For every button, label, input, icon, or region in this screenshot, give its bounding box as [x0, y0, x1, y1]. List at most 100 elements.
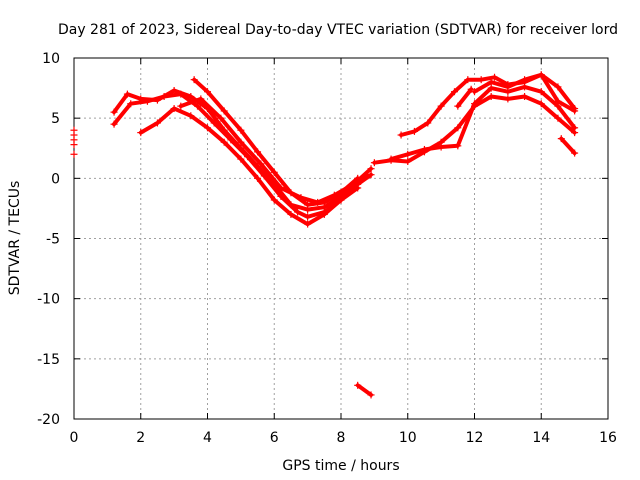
data-point — [437, 102, 445, 110]
data-point — [354, 184, 362, 192]
x-axis-label: GPS time / hours — [282, 458, 399, 474]
data-point — [521, 76, 529, 84]
data-point — [370, 159, 378, 167]
x-tick-label: 6 — [270, 430, 279, 446]
y-tick-label: -15 — [37, 352, 60, 368]
data-point — [487, 84, 495, 92]
data-point — [143, 97, 151, 105]
data-point — [237, 155, 245, 163]
data-series — [70, 71, 579, 399]
data-point — [304, 213, 312, 221]
data-point — [387, 155, 395, 163]
data-point — [254, 174, 262, 182]
series-line — [389, 84, 577, 162]
data-point — [367, 165, 375, 173]
data-point — [314, 198, 322, 206]
data-point — [270, 168, 278, 176]
x-tick-label: 10 — [399, 430, 417, 446]
data-point — [270, 196, 278, 204]
data-point — [170, 86, 178, 94]
data-point — [410, 127, 418, 135]
data-point — [210, 119, 218, 127]
y-axis-label: SDTVAR / TECUs — [7, 181, 23, 296]
data-point — [294, 208, 302, 216]
data-point — [557, 135, 565, 143]
data-point — [454, 124, 462, 132]
data-point — [237, 126, 245, 134]
data-point — [320, 210, 328, 218]
data-point — [537, 100, 545, 108]
data-point — [254, 148, 262, 156]
data-point — [137, 129, 145, 137]
data-point — [437, 143, 445, 151]
grid — [74, 58, 608, 419]
data-point — [367, 391, 375, 399]
data-point — [467, 85, 475, 93]
data-point — [491, 73, 499, 81]
data-point — [237, 138, 245, 146]
data-point — [220, 107, 228, 115]
data-point — [70, 136, 78, 144]
x-tick-labels: 0 2 4 6 8 10 12 14 16 — [70, 430, 617, 446]
y-tick-label: 0 — [51, 171, 60, 187]
data-point — [504, 95, 512, 103]
data-point — [190, 76, 198, 84]
y-tick-label: -10 — [37, 292, 60, 308]
data-point — [537, 71, 545, 79]
data-point — [220, 138, 228, 146]
data-point — [364, 172, 372, 180]
data-point — [110, 108, 118, 116]
data-point — [127, 100, 135, 108]
series-track-h — [387, 83, 579, 163]
data-point — [260, 172, 268, 180]
x-tick-label: 14 — [532, 430, 550, 446]
y-tick-label: -20 — [37, 412, 60, 428]
data-point — [177, 102, 185, 110]
data-point — [554, 114, 562, 122]
y-tick-labels: 10 5 0 -5 -10 -15 -20 — [37, 51, 60, 428]
x-tick-label: 2 — [136, 430, 145, 446]
data-point — [354, 381, 362, 389]
data-point — [487, 93, 495, 101]
data-point — [277, 184, 285, 192]
data-point — [420, 145, 428, 153]
data-point — [347, 182, 355, 190]
series-track-j — [557, 135, 579, 157]
series-track-g — [397, 71, 579, 139]
data-point — [244, 153, 252, 161]
data-point — [504, 83, 512, 91]
data-point — [424, 119, 432, 127]
data-point — [304, 220, 312, 228]
data-point — [571, 107, 579, 115]
data-point — [471, 100, 478, 108]
data-point — [110, 120, 118, 128]
data-point — [70, 126, 78, 134]
data-point — [187, 112, 195, 120]
data-point — [521, 83, 529, 91]
data-point — [487, 78, 495, 86]
data-point — [554, 83, 562, 91]
series-track-m — [70, 126, 78, 158]
chart-title: Day 281 of 2023, Sidereal Day-to-day VTE… — [58, 22, 618, 38]
series-line — [455, 87, 474, 109]
x-tick-label: 0 — [70, 430, 79, 446]
series-track-l — [354, 381, 375, 399]
data-point — [571, 149, 579, 157]
data-point — [521, 93, 529, 101]
series-line — [138, 106, 360, 227]
data-point — [277, 192, 285, 200]
data-point — [257, 160, 265, 168]
data-point — [397, 131, 405, 139]
data-point — [177, 90, 185, 98]
data-point — [204, 124, 211, 132]
data-point — [197, 95, 205, 103]
data-point — [537, 88, 545, 96]
data-point — [204, 88, 211, 96]
x-tick-label: 16 — [599, 430, 617, 446]
series-line — [355, 383, 373, 397]
data-point — [330, 191, 338, 199]
data-point — [571, 124, 579, 132]
x-tick-label: 4 — [203, 430, 212, 446]
x-tick-label: 8 — [337, 430, 346, 446]
